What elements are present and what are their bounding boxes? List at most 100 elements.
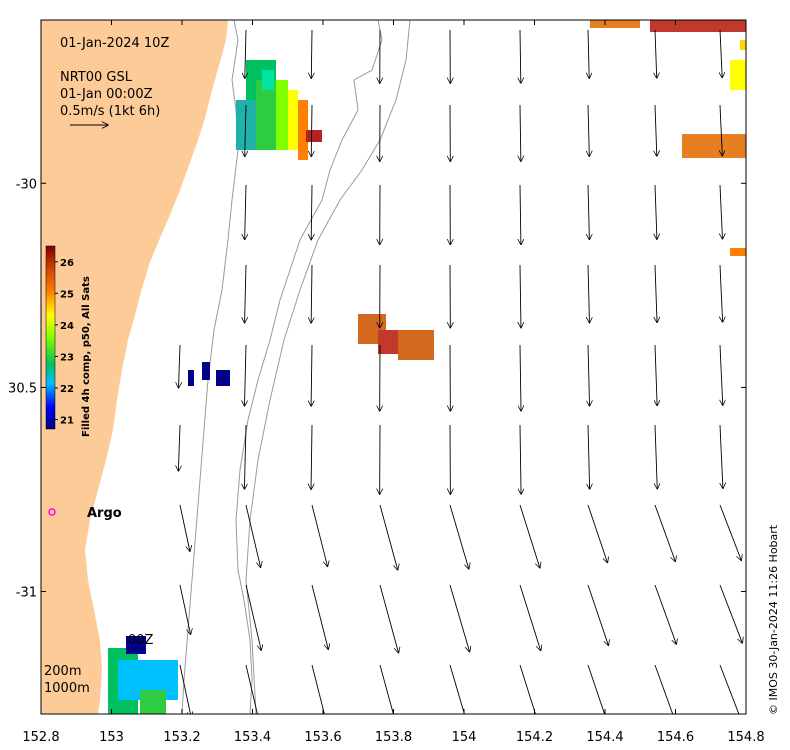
current-vector bbox=[244, 424, 246, 489]
current-vector bbox=[179, 664, 191, 714]
current-vector bbox=[178, 424, 180, 471]
x-tick-label: 152.8 bbox=[22, 730, 59, 745]
colorbar-tick-label: 26 bbox=[60, 258, 74, 269]
current-vector bbox=[588, 264, 589, 323]
y-tick-label: -31 bbox=[16, 586, 37, 601]
current-vector bbox=[655, 264, 657, 322]
x-tick-label: 154.4 bbox=[586, 730, 623, 745]
current-vector bbox=[520, 184, 521, 244]
current-vector bbox=[519, 584, 541, 651]
current-vector bbox=[720, 104, 722, 156]
current-vector bbox=[449, 504, 469, 569]
x-axis-ticks: 152.8 153 153.2 153.4 153.6 153.8 154 154.2 154.… bbox=[22, 20, 765, 745]
x-tick-label: 154.6 bbox=[657, 730, 694, 745]
current-vector bbox=[654, 664, 674, 714]
sst-patch-cold bbox=[188, 362, 230, 386]
current-vector bbox=[588, 344, 590, 406]
contour-200m-label: 200m bbox=[44, 664, 81, 679]
x-tick-label: 153.2 bbox=[163, 730, 200, 745]
current-vector bbox=[587, 584, 608, 645]
current-vector bbox=[720, 184, 722, 239]
land-mass bbox=[41, 20, 228, 714]
current-vector bbox=[379, 664, 394, 714]
credit-label: © IMOS 30-Jan-2024 11:26 Hobart bbox=[767, 524, 780, 715]
current-vector bbox=[655, 184, 657, 239]
argo-label: Argo bbox=[87, 506, 122, 521]
colorbar-tick-label: 25 bbox=[60, 289, 74, 300]
current-vector bbox=[311, 104, 312, 157]
colorbar bbox=[45, 245, 56, 430]
product-label: NRT00 GSL bbox=[60, 70, 133, 85]
current-vector bbox=[379, 584, 398, 653]
contour-1000m-label: 1000m bbox=[44, 681, 90, 696]
current-vector bbox=[311, 584, 328, 649]
x-tick-label: 154.2 bbox=[516, 730, 553, 745]
current-vector bbox=[179, 504, 190, 551]
current-vector bbox=[655, 424, 657, 489]
current-vector bbox=[520, 264, 521, 328]
x-tick-label: 153.8 bbox=[375, 730, 412, 745]
x-tick-label: 153.6 bbox=[304, 730, 341, 745]
current-vector bbox=[520, 344, 521, 411]
current-vector bbox=[655, 29, 657, 78]
current-vector bbox=[720, 29, 722, 78]
contour-1000m bbox=[235, 20, 383, 714]
current-vector bbox=[379, 504, 398, 570]
current-vector bbox=[588, 424, 590, 489]
current-vector bbox=[588, 104, 589, 156]
current-vector bbox=[719, 664, 740, 714]
partial-time-label: 00Z bbox=[128, 633, 154, 648]
x-tick-label: 153 bbox=[99, 730, 124, 745]
current-vector bbox=[519, 664, 536, 714]
sst-patch-northwest bbox=[236, 60, 322, 160]
argo-float-marker bbox=[48, 508, 56, 516]
contour-200m bbox=[181, 20, 239, 714]
x-tick-label: 153.4 bbox=[234, 730, 271, 745]
current-vector bbox=[449, 664, 465, 714]
current-vector bbox=[588, 29, 589, 78]
current-vector bbox=[311, 664, 325, 714]
scale-label: 0.5m/s (1kt 6h) bbox=[60, 104, 160, 119]
current-vector bbox=[245, 504, 261, 567]
current-vector bbox=[587, 504, 607, 563]
current-vector bbox=[244, 344, 246, 406]
sst-patch-southwest bbox=[108, 636, 178, 714]
colorbar-tick-label: 22 bbox=[60, 384, 74, 395]
current-vector bbox=[655, 344, 657, 406]
colorbar-tick-label: 24 bbox=[60, 321, 74, 332]
y-axis-ticks: -30 30.5 -31 bbox=[8, 177, 746, 601]
current-vector bbox=[719, 504, 741, 560]
current-vector bbox=[449, 584, 470, 652]
current-vector bbox=[245, 104, 246, 156]
x-tick-label: 154.8 bbox=[727, 730, 764, 745]
timestamp-label: 01-Jan-2024 10Z bbox=[60, 36, 169, 51]
current-vector bbox=[245, 664, 258, 714]
current-vector bbox=[245, 264, 246, 323]
current-vector bbox=[588, 184, 589, 240]
y-tick-label: -30 bbox=[16, 177, 37, 192]
current-vector bbox=[311, 184, 312, 240]
current-vector bbox=[720, 264, 723, 322]
current-vector bbox=[587, 664, 606, 714]
current-vector bbox=[654, 504, 675, 562]
current-vector bbox=[720, 424, 723, 488]
current-vector bbox=[311, 424, 312, 489]
current-vector bbox=[655, 104, 657, 156]
current-vector bbox=[311, 264, 312, 323]
sst-patch-northeast bbox=[590, 20, 746, 256]
colorbar-ticks: 21 22 23 24 25 26 bbox=[55, 258, 74, 427]
contour-deep bbox=[245, 20, 411, 714]
current-vectors bbox=[178, 29, 743, 714]
current-vector bbox=[311, 29, 312, 78]
current-vector bbox=[179, 344, 180, 388]
current-vector bbox=[245, 184, 246, 240]
current-vector bbox=[654, 584, 676, 644]
current-vector bbox=[311, 504, 328, 566]
colorbar-title: Filled 4h comp, p50, All Sats bbox=[81, 276, 92, 437]
current-vector bbox=[520, 424, 521, 494]
current-vector bbox=[311, 344, 312, 406]
x-tick-label: 154 bbox=[452, 730, 477, 745]
current-vector bbox=[520, 104, 521, 161]
current-vector bbox=[719, 584, 742, 643]
